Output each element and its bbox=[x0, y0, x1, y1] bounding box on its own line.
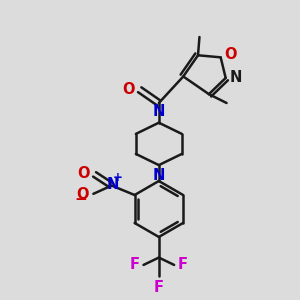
Text: F: F bbox=[178, 257, 188, 272]
Text: F: F bbox=[130, 257, 140, 272]
Text: N: N bbox=[230, 70, 242, 85]
Text: +: + bbox=[113, 171, 123, 184]
Text: F: F bbox=[154, 280, 164, 295]
Text: N: N bbox=[106, 177, 119, 192]
Text: O: O bbox=[122, 82, 134, 97]
Text: O: O bbox=[78, 166, 90, 181]
Text: O: O bbox=[224, 47, 237, 62]
Text: N: N bbox=[153, 168, 165, 183]
Text: O: O bbox=[76, 187, 89, 202]
Text: N: N bbox=[153, 104, 165, 119]
Text: −: − bbox=[75, 192, 87, 207]
